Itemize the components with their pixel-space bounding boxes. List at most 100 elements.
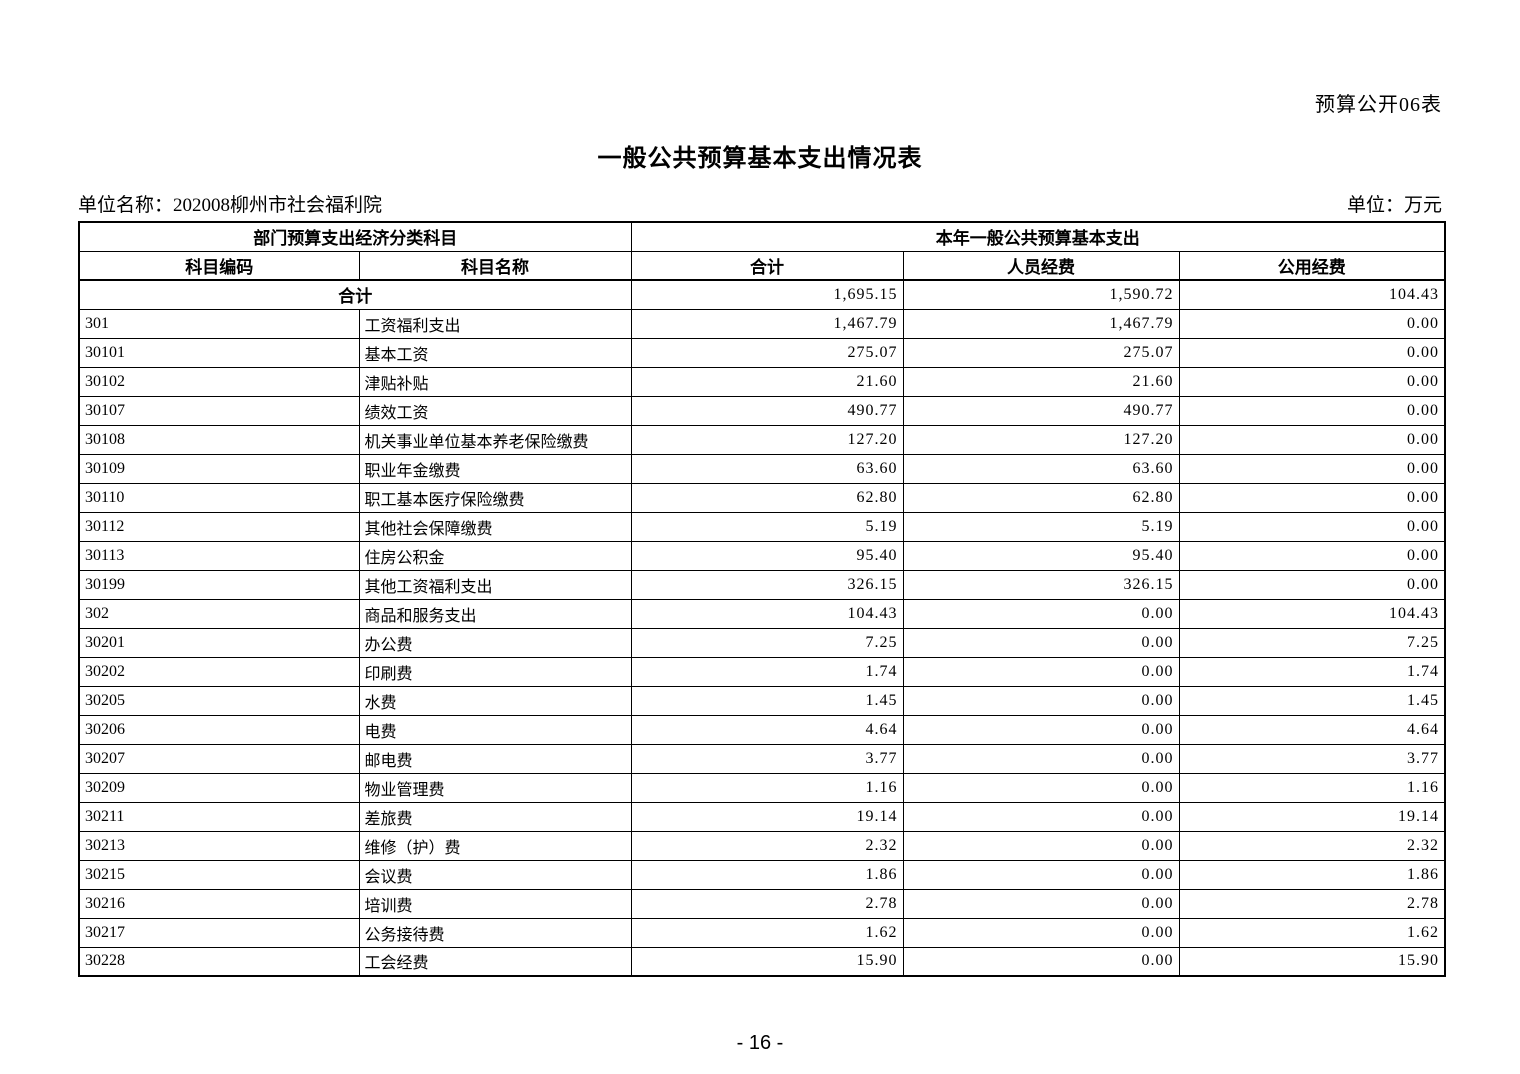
row-subject-code: 30199 [78, 569, 360, 600]
row-subject-name: 其他社会保障缴费 [358, 511, 632, 542]
column-header-total: 合计 [630, 250, 904, 281]
row-personnel-value: 0.00 [902, 917, 1180, 948]
row-personnel-value: 5.19 [902, 511, 1180, 542]
budget-table: 部门预算支出经济分类科目 本年一般公共预算基本支出 科目编码 科目名称 合计 人… [78, 221, 1447, 977]
row-total-value: 104.43 [630, 598, 904, 629]
row-personnel-value: 0.00 [902, 859, 1180, 890]
row-total-value: 2.78 [630, 888, 904, 919]
table-row: 30113 住房公积金 95.40 95.40 0.00 [78, 540, 1446, 571]
row-subject-name: 维修（护）费 [358, 830, 632, 861]
row-subject-code: 30107 [78, 395, 360, 426]
table-row: 30201 办公费 7.25 0.00 7.25 [78, 627, 1446, 658]
row-total-value: 5.19 [630, 511, 904, 542]
row-total-value: 2.32 [630, 830, 904, 861]
table-row: 30102 津贴补贴 21.60 21.60 0.00 [78, 366, 1446, 397]
column-header-subject-code: 科目编码 [78, 250, 360, 281]
row-subject-name: 办公费 [358, 627, 632, 658]
row-subject-code: 30216 [78, 888, 360, 919]
table-row: 30112 其他社会保障缴费 5.19 5.19 0.00 [78, 511, 1446, 542]
row-subject-name: 其他工资福利支出 [358, 569, 632, 600]
row-public-value: 1.74 [1178, 656, 1446, 687]
row-personnel-value: 0.00 [902, 801, 1180, 832]
row-personnel-value: 0.00 [902, 685, 1180, 716]
page-number: - 16 - [736, 1032, 784, 1054]
row-subject-code: 30112 [78, 511, 360, 542]
row-public-value: 0.00 [1178, 482, 1446, 513]
row-public-value: 0.00 [1178, 453, 1446, 484]
column-header-row: 科目编码 科目名称 合计 人员经费 公用经费 [78, 250, 1446, 281]
table-row: 30207 邮电费 3.77 0.00 3.77 [78, 743, 1446, 774]
row-public-value: 19.14 [1178, 801, 1446, 832]
row-total-value: 490.77 [630, 395, 904, 426]
row-personnel-value: 0.00 [902, 598, 1180, 629]
row-subject-name: 津贴补贴 [358, 366, 632, 397]
row-subject-name: 住房公积金 [358, 540, 632, 571]
row-total-value: 1.62 [630, 917, 904, 948]
row-public-value: 1.62 [1178, 917, 1446, 948]
row-total-value: 3.77 [630, 743, 904, 774]
row-subject-name: 基本工资 [358, 337, 632, 368]
row-subject-name: 工资福利支出 [358, 308, 632, 339]
row-personnel-value: 127.20 [902, 424, 1180, 455]
row-public-value: 2.32 [1178, 830, 1446, 861]
row-subject-name: 工会经费 [358, 946, 632, 977]
row-public-value: 1.16 [1178, 772, 1446, 803]
row-personnel-value: 490.77 [902, 395, 1180, 426]
row-subject-name: 邮电费 [358, 743, 632, 774]
table-row: 30211 差旅费 19.14 0.00 19.14 [78, 801, 1446, 832]
row-total-value: 326.15 [630, 569, 904, 600]
row-subject-name: 物业管理费 [358, 772, 632, 803]
row-subject-code: 30215 [78, 859, 360, 890]
row-subject-code: 30109 [78, 453, 360, 484]
row-subject-code: 30201 [78, 627, 360, 658]
row-subject-name: 差旅费 [358, 801, 632, 832]
table-row: 301 工资福利支出 1,467.79 1,467.79 0.00 [78, 308, 1446, 339]
group-header-current-year-expenditure: 本年一般公共预算基本支出 [630, 221, 1446, 252]
row-subject-code: 30211 [78, 801, 360, 832]
row-total-value: 1.16 [630, 772, 904, 803]
row-public-value: 1.45 [1178, 685, 1446, 716]
row-total-value: 7.25 [630, 627, 904, 658]
table-row: 30216 培训费 2.78 0.00 2.78 [78, 888, 1446, 919]
table-row: 302 商品和服务支出 104.43 0.00 104.43 [78, 598, 1446, 629]
row-subject-name: 会议费 [358, 859, 632, 890]
row-personnel-value: 0.00 [902, 830, 1180, 861]
row-total-value: 1.86 [630, 859, 904, 890]
row-total-value: 63.60 [630, 453, 904, 484]
row-total-value: 4.64 [630, 714, 904, 745]
table-row: 30202 印刷费 1.74 0.00 1.74 [78, 656, 1446, 687]
table-row: 30217 公务接待费 1.62 0.00 1.62 [78, 917, 1446, 948]
total-row-total: 1,695.15 [630, 279, 904, 310]
group-header-row: 部门预算支出经济分类科目 本年一般公共预算基本支出 [78, 221, 1446, 252]
table-row: 30215 会议费 1.86 0.00 1.86 [78, 859, 1446, 890]
row-public-value: 0.00 [1178, 337, 1446, 368]
row-subject-code: 30228 [78, 946, 360, 977]
row-subject-name: 绩效工资 [358, 395, 632, 426]
row-public-value: 4.64 [1178, 714, 1446, 745]
column-header-public-funds: 公用经费 [1178, 250, 1446, 281]
row-total-value: 19.14 [630, 801, 904, 832]
row-public-value: 0.00 [1178, 511, 1446, 542]
row-subject-code: 30213 [78, 830, 360, 861]
row-subject-code: 30113 [78, 540, 360, 571]
meta-row: 单位名称：202008柳州市社会福利院 单位：万元 [78, 190, 1442, 217]
row-personnel-value: 0.00 [902, 656, 1180, 687]
group-header-classification: 部门预算支出经济分类科目 [78, 221, 632, 252]
row-subject-code: 301 [78, 308, 360, 339]
table-row: 30108 机关事业单位基本养老保险缴费 127.20 127.20 0.00 [78, 424, 1446, 455]
row-subject-name: 职工基本医疗保险缴费 [358, 482, 632, 513]
row-subject-code: 30207 [78, 743, 360, 774]
column-header-personnel-funds: 人员经费 [902, 250, 1180, 281]
table-row: 30213 维修（护）费 2.32 0.00 2.32 [78, 830, 1446, 861]
row-subject-name: 商品和服务支出 [358, 598, 632, 629]
row-subject-code: 30102 [78, 366, 360, 397]
table-row: 30209 物业管理费 1.16 0.00 1.16 [78, 772, 1446, 803]
column-header-subject-name: 科目名称 [358, 250, 632, 281]
row-personnel-value: 0.00 [902, 743, 1180, 774]
row-subject-code: 30108 [78, 424, 360, 455]
row-public-value: 0.00 [1178, 540, 1446, 571]
row-total-value: 127.20 [630, 424, 904, 455]
row-subject-name: 水费 [358, 685, 632, 716]
row-personnel-value: 21.60 [902, 366, 1180, 397]
row-public-value: 15.90 [1178, 946, 1446, 977]
